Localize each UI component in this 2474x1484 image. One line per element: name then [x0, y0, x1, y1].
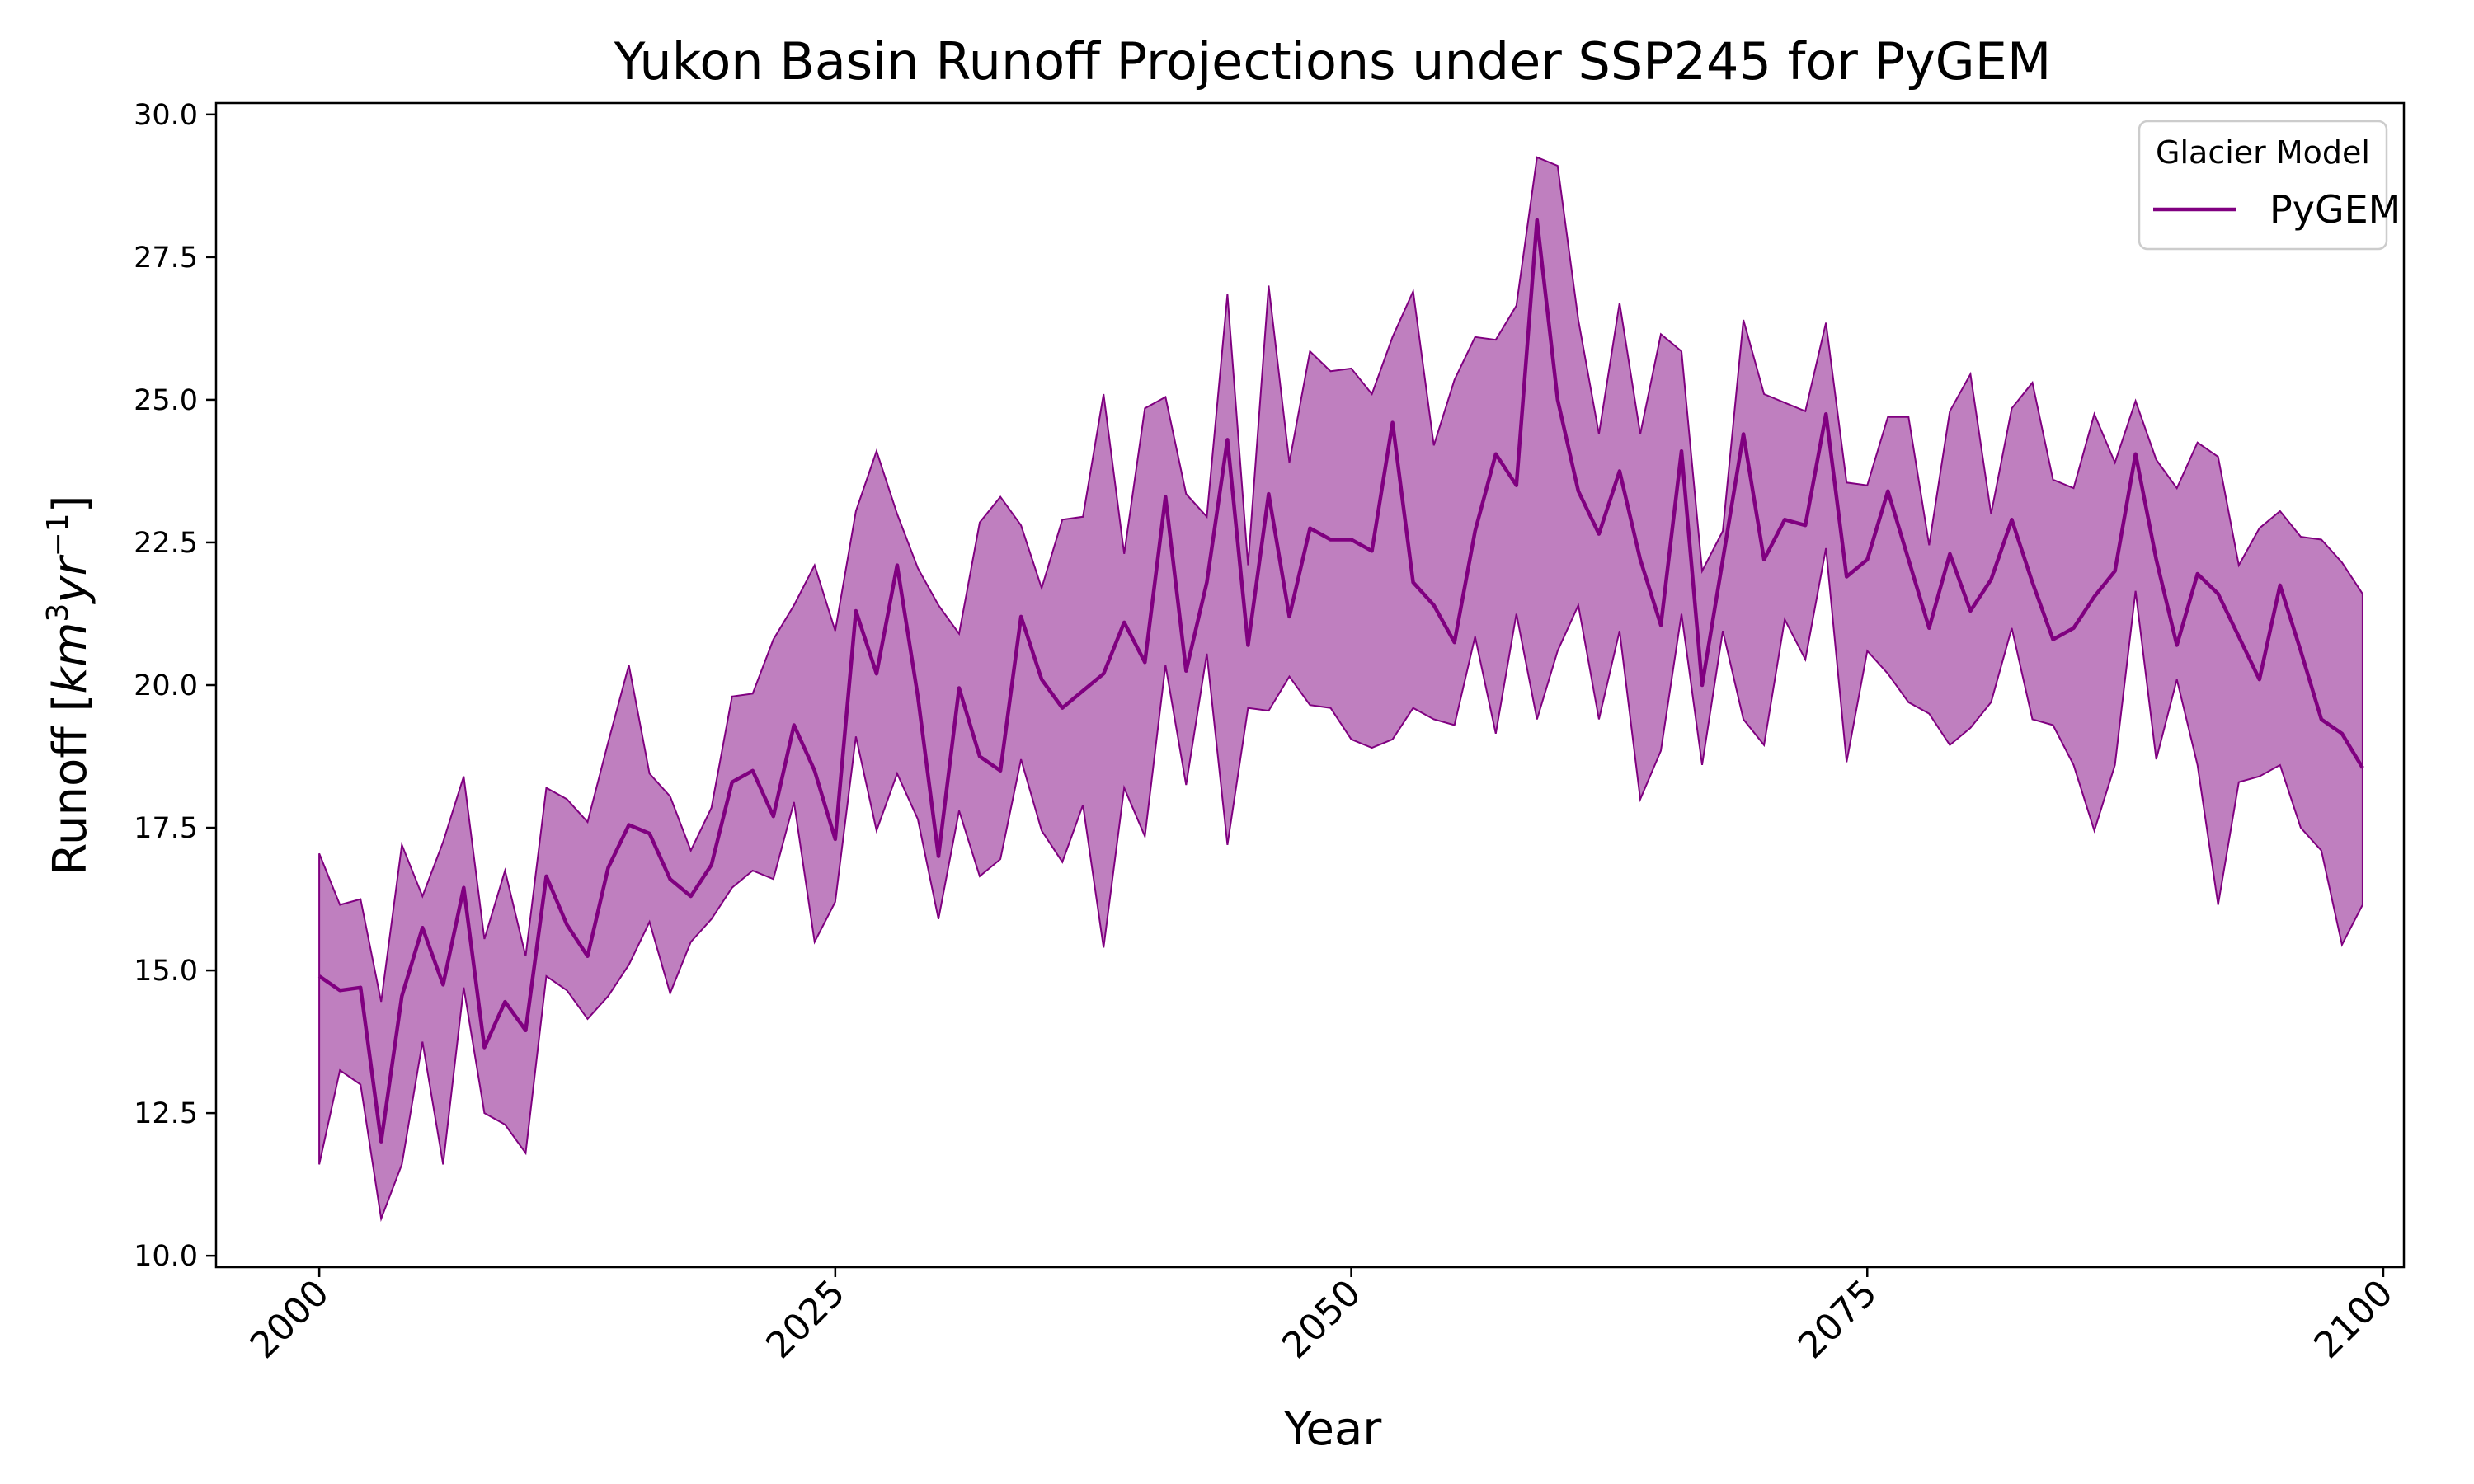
legend: Glacier Model PyGEM [2138, 120, 2401, 251]
y-tick-label: 12.5 [134, 1097, 198, 1130]
x-tick-label: 2100 [2307, 1272, 2401, 1367]
plot-frame [214, 101, 2406, 1269]
x-axis: 2000 2025 2050 2075 2100 [242, 1267, 2401, 1367]
y-tick-label: 30.0 [134, 99, 198, 132]
y-tick-label: 27.5 [134, 242, 198, 275]
legend-label-pygem: PyGEM [2269, 187, 2401, 232]
plot-area [317, 156, 2364, 1223]
x-axis-label: Year [1283, 1402, 1383, 1456]
x-tick-label: 2025 [758, 1272, 853, 1367]
y-tick-label: 20.0 [134, 669, 198, 702]
x-tick-label: 2075 [1790, 1272, 1885, 1367]
y-axis-label: Runoff [km3yr−1] [41, 495, 97, 876]
x-tick-label: 2000 [242, 1272, 337, 1367]
line-series-pygem [317, 218, 2364, 1144]
x-tick-label: 2050 [1274, 1272, 1369, 1367]
y-tick-label: 22.5 [134, 527, 198, 560]
legend-box [2138, 120, 2388, 251]
y-tick-label: 15.0 [134, 955, 198, 988]
uncertainty-band-pygem [318, 156, 2363, 1223]
y-tick-label: 17.5 [134, 812, 198, 845]
chart-title: Yukon Basin Runoff Projections under SSP… [614, 31, 2052, 92]
y-tick-label: 25.0 [134, 384, 198, 417]
y-axis: 10.0 12.5 15.0 17.5 20.0 22.5 25.0 27.5 30.0 [134, 99, 216, 1273]
y-tick-label: 10.0 [134, 1240, 198, 1273]
legend-title: Glacier Model [2156, 134, 2370, 171]
